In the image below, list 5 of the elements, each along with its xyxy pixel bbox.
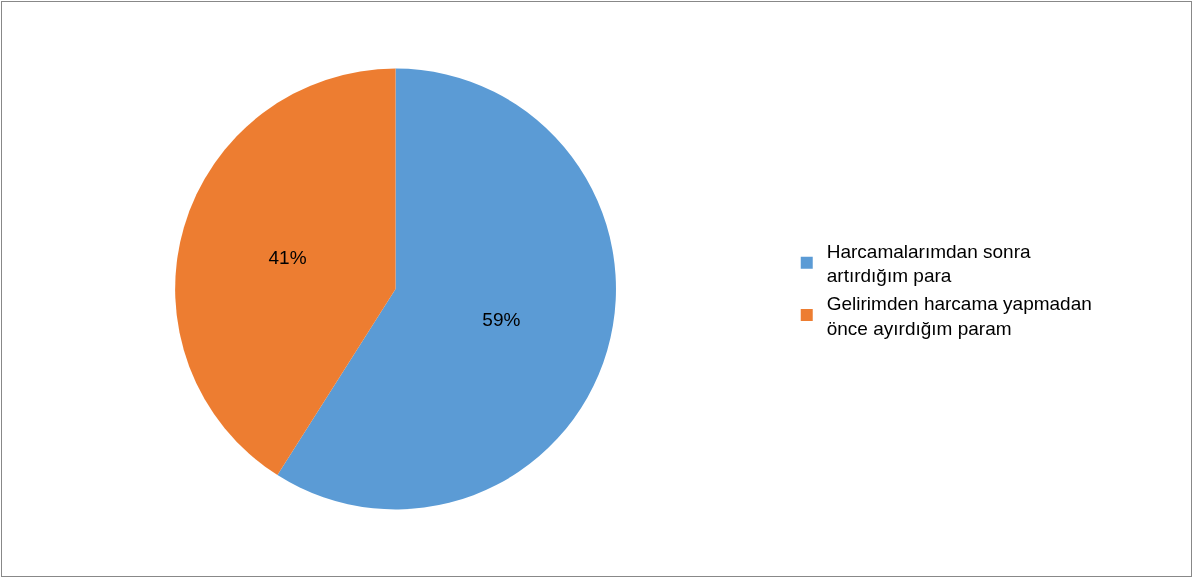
legend-label: Gelirimden harcama yapmadan önce ayırdığım param (826, 293, 1092, 339)
legend-label: Harcamalarımdan sonra artırdığım para (826, 240, 1031, 287)
pie-slice (175, 68, 396, 476)
data-label: 59% (482, 309, 521, 331)
data-label: 41% (268, 247, 307, 269)
